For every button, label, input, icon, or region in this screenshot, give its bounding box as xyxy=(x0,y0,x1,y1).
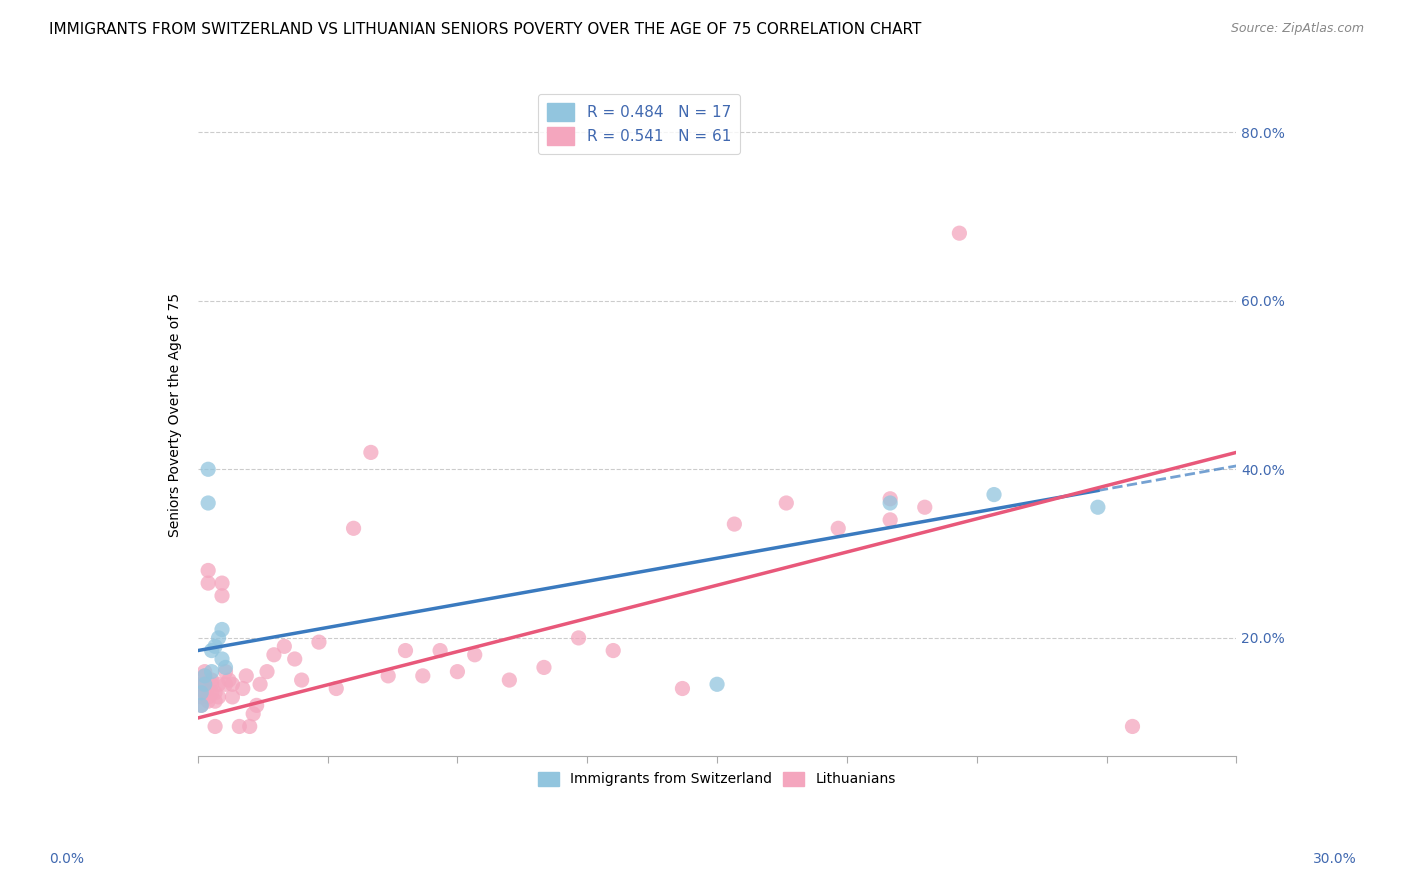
Point xyxy=(235,669,257,683)
Point xyxy=(232,681,254,696)
Point xyxy=(1121,719,1143,733)
Point xyxy=(242,706,264,721)
Point xyxy=(412,669,434,683)
Point xyxy=(194,686,217,700)
Point xyxy=(194,677,217,691)
Point xyxy=(429,643,451,657)
Point xyxy=(211,623,233,637)
Point xyxy=(775,496,797,510)
Point xyxy=(190,690,212,704)
Point xyxy=(197,496,219,510)
Point xyxy=(204,640,226,654)
Point xyxy=(1087,500,1109,515)
Point xyxy=(190,677,212,691)
Point xyxy=(879,513,901,527)
Point xyxy=(201,686,224,700)
Point xyxy=(211,652,233,666)
Point xyxy=(214,665,236,679)
Text: IMMIGRANTS FROM SWITZERLAND VS LITHUANIAN SENIORS POVERTY OVER THE AGE OF 75 COR: IMMIGRANTS FROM SWITZERLAND VS LITHUANIA… xyxy=(49,22,921,37)
Point xyxy=(723,517,745,532)
Point xyxy=(568,631,591,645)
Point xyxy=(256,665,278,679)
Text: Source: ZipAtlas.com: Source: ZipAtlas.com xyxy=(1230,22,1364,36)
Point xyxy=(211,576,233,591)
Point xyxy=(197,690,219,704)
Point xyxy=(190,698,212,713)
Point xyxy=(360,445,382,459)
Legend: Immigrants from Switzerland, Lithuanians: Immigrants from Switzerland, Lithuanians xyxy=(531,764,903,793)
Point xyxy=(249,677,271,691)
Point xyxy=(342,521,364,535)
Point xyxy=(879,491,901,506)
Point xyxy=(263,648,285,662)
Point xyxy=(190,686,212,700)
Text: 30.0%: 30.0% xyxy=(1313,852,1357,866)
Point xyxy=(533,660,555,674)
Point xyxy=(190,698,212,713)
Point xyxy=(221,690,243,704)
Point xyxy=(214,660,236,674)
Point xyxy=(246,698,269,713)
Point xyxy=(197,576,219,591)
Point xyxy=(211,589,233,603)
Point xyxy=(914,500,936,515)
Point xyxy=(204,719,226,733)
Point xyxy=(291,673,314,687)
Point xyxy=(207,677,229,691)
Point xyxy=(325,681,347,696)
Point xyxy=(204,694,226,708)
Y-axis label: Seniors Poverty Over the Age of 75: Seniors Poverty Over the Age of 75 xyxy=(167,293,181,536)
Point xyxy=(446,665,468,679)
Point xyxy=(207,631,229,645)
Point xyxy=(308,635,330,649)
Point xyxy=(194,665,217,679)
Point xyxy=(197,564,219,578)
Point xyxy=(671,681,693,696)
Point xyxy=(602,643,624,657)
Point xyxy=(201,643,224,657)
Point xyxy=(394,643,416,657)
Point xyxy=(377,669,399,683)
Point xyxy=(706,677,728,691)
Point xyxy=(218,673,240,687)
Point xyxy=(197,694,219,708)
Point xyxy=(194,677,217,691)
Point xyxy=(239,719,262,733)
Point xyxy=(201,677,224,691)
Point xyxy=(827,521,849,535)
Point xyxy=(194,669,217,683)
Point xyxy=(201,673,224,687)
Point xyxy=(879,496,901,510)
Point xyxy=(204,686,226,700)
Point xyxy=(464,648,486,662)
Point xyxy=(194,669,217,683)
Point xyxy=(273,640,295,654)
Point xyxy=(214,677,236,691)
Point xyxy=(498,673,520,687)
Point xyxy=(284,652,307,666)
Point xyxy=(983,487,1005,501)
Point xyxy=(197,462,219,476)
Point xyxy=(948,226,970,240)
Text: 0.0%: 0.0% xyxy=(49,852,84,866)
Point xyxy=(207,690,229,704)
Point xyxy=(228,719,250,733)
Point xyxy=(201,665,224,679)
Point xyxy=(221,677,243,691)
